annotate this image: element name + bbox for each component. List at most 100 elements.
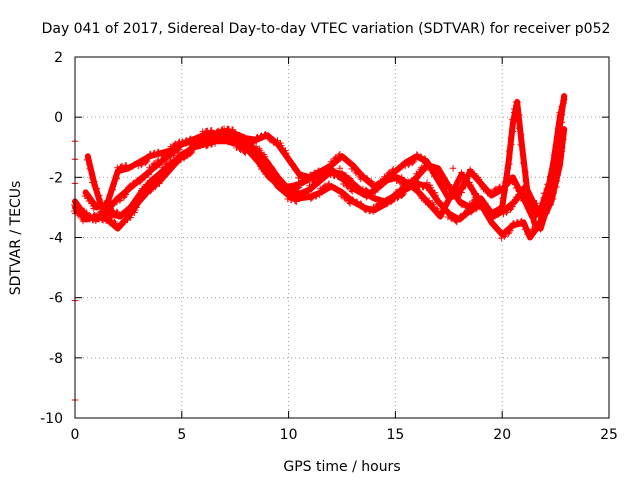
data-point (328, 165, 335, 172)
data-point (295, 174, 302, 182)
data-point (158, 157, 165, 164)
data-point (514, 98, 521, 106)
data-point (195, 141, 202, 148)
data-point (289, 186, 297, 193)
data-point (509, 116, 516, 123)
data-point (547, 201, 554, 209)
data-point (459, 185, 466, 193)
data-point (491, 186, 499, 193)
outlier-point (449, 165, 457, 172)
data-point (269, 173, 277, 180)
data-point (346, 200, 354, 207)
data-point (384, 177, 391, 184)
outlier-point (182, 138, 190, 145)
data-point (155, 172, 162, 180)
data-point (321, 183, 328, 190)
data-point (270, 175, 278, 182)
data-point (348, 188, 356, 195)
data-point (200, 139, 207, 147)
data-point (540, 216, 547, 223)
data-point (487, 206, 494, 214)
data-point (461, 209, 468, 217)
data-point (150, 177, 157, 184)
data-point (121, 208, 129, 216)
data-point (229, 140, 237, 147)
data-point (526, 205, 534, 212)
data-point (98, 204, 106, 211)
data-point (109, 207, 116, 215)
data-point (137, 177, 145, 184)
data-point (105, 197, 113, 204)
data-point (142, 172, 149, 180)
data-point (242, 149, 249, 157)
data-point (119, 163, 126, 170)
data-point (162, 161, 170, 168)
data-point (295, 184, 302, 191)
data-point (176, 153, 183, 160)
data-point (356, 187, 363, 194)
data-point (158, 164, 166, 171)
data-point (334, 187, 341, 194)
data-point (392, 168, 400, 175)
data-point (172, 140, 179, 147)
data-point (148, 186, 155, 193)
data-point (385, 170, 392, 177)
data-point (141, 174, 149, 181)
data-point (284, 195, 291, 203)
y-tick-label: -10 (40, 411, 63, 427)
data-point (437, 213, 444, 220)
data-point (125, 165, 133, 172)
data-point (159, 150, 167, 158)
data-point (353, 198, 360, 205)
data-point (83, 213, 90, 221)
data-point (560, 92, 568, 100)
data-point (90, 212, 97, 219)
data-point (422, 156, 429, 163)
data-point (530, 213, 538, 220)
data-point (506, 160, 513, 168)
data-point (319, 167, 326, 174)
data-point (406, 160, 413, 168)
y-tick-label: 0 (54, 110, 63, 126)
data-point (304, 192, 312, 199)
data-point (93, 188, 101, 196)
data-point (203, 142, 211, 149)
y-tick-label: 2 (54, 50, 63, 66)
data-point (546, 180, 553, 187)
data-point (146, 164, 153, 171)
data-point (409, 182, 417, 190)
data-point (549, 195, 557, 203)
data-point (499, 194, 506, 202)
data-point (114, 164, 121, 171)
data-point (418, 154, 425, 161)
data-point (507, 134, 515, 142)
data-point (344, 183, 351, 191)
data-point (509, 203, 516, 210)
data-point (455, 192, 462, 200)
data-point (430, 169, 437, 177)
data-point (499, 202, 506, 209)
data-point (554, 171, 561, 179)
data-point (183, 139, 191, 146)
data-point (314, 174, 322, 181)
data-point (135, 195, 142, 202)
data-point (236, 145, 243, 153)
data-point (269, 138, 277, 145)
data-point (317, 177, 325, 184)
data-point (336, 174, 343, 181)
data-point (371, 195, 378, 202)
y-tick-label: -8 (49, 351, 63, 367)
data-point (385, 176, 392, 184)
data-point (504, 164, 511, 172)
data-point (211, 140, 219, 147)
data-point (361, 173, 368, 181)
data-point (154, 158, 161, 165)
data-points (70, 92, 568, 404)
data-point (86, 213, 93, 220)
data-point (382, 199, 390, 207)
data-point (530, 214, 537, 221)
data-point (527, 208, 534, 215)
data-point (366, 208, 374, 215)
data-point (106, 191, 113, 199)
data-point (558, 148, 565, 155)
